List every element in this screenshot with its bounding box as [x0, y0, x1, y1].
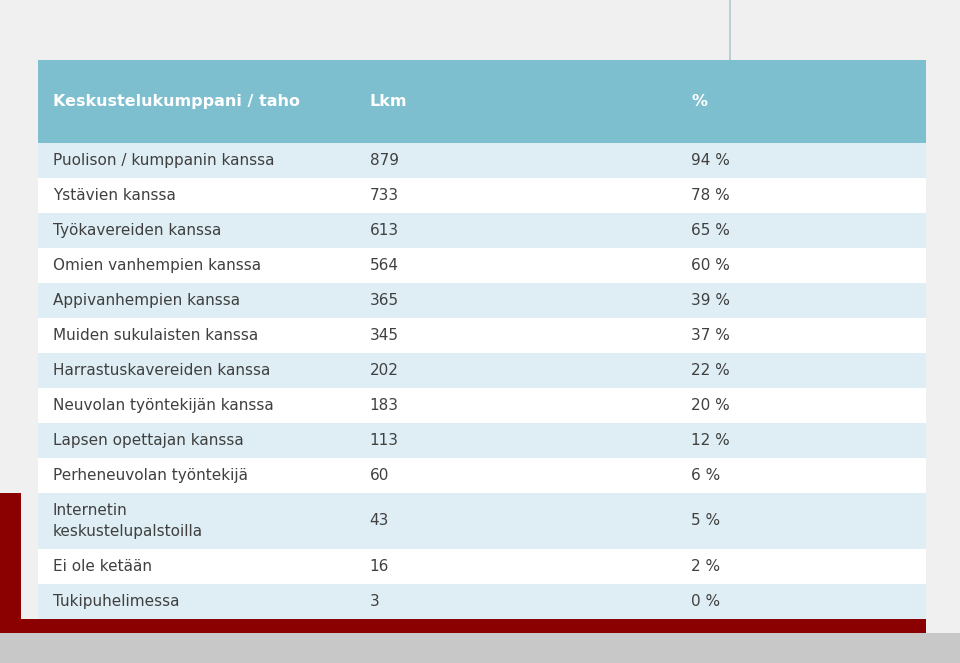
Text: 65 %: 65 %: [691, 223, 730, 237]
FancyBboxPatch shape: [38, 583, 926, 619]
Text: Työkavereiden kanssa: Työkavereiden kanssa: [53, 223, 221, 237]
Text: Appivanhempien kanssa: Appivanhempien kanssa: [53, 292, 240, 308]
Text: Harrastuskavereiden kanssa: Harrastuskavereiden kanssa: [53, 363, 270, 377]
Text: 879: 879: [370, 152, 398, 168]
Text: 0 %: 0 %: [691, 593, 720, 609]
FancyBboxPatch shape: [38, 493, 926, 548]
Text: 3: 3: [370, 593, 379, 609]
Text: Keskustelukumppani / taho: Keskustelukumppani / taho: [53, 93, 300, 109]
Text: Ei ole ketään: Ei ole ketään: [53, 558, 152, 573]
Text: 345: 345: [370, 328, 398, 343]
Text: 43: 43: [370, 513, 389, 528]
Text: 37 %: 37 %: [691, 328, 730, 343]
Text: Puolison / kumppanin kanssa: Puolison / kumppanin kanssa: [53, 152, 275, 168]
Text: 78 %: 78 %: [691, 188, 730, 203]
Text: 202: 202: [370, 363, 398, 377]
Text: 365: 365: [370, 292, 398, 308]
Text: 94 %: 94 %: [691, 152, 730, 168]
Text: 564: 564: [370, 257, 398, 272]
FancyBboxPatch shape: [0, 619, 926, 633]
Text: 5 %: 5 %: [691, 513, 720, 528]
Text: Neuvolan työntekijän kanssa: Neuvolan työntekijän kanssa: [53, 398, 274, 412]
Text: 39 %: 39 %: [691, 292, 731, 308]
FancyBboxPatch shape: [38, 143, 926, 178]
Text: 60: 60: [370, 467, 389, 483]
FancyBboxPatch shape: [38, 388, 926, 422]
FancyBboxPatch shape: [38, 178, 926, 213]
Text: 2 %: 2 %: [691, 558, 720, 573]
Text: 6 %: 6 %: [691, 467, 720, 483]
FancyBboxPatch shape: [38, 60, 926, 650]
Text: Lapsen opettajan kanssa: Lapsen opettajan kanssa: [53, 432, 244, 448]
FancyBboxPatch shape: [38, 247, 926, 282]
Text: 20 %: 20 %: [691, 398, 730, 412]
Text: Perheneuvolan työntekijä: Perheneuvolan työntekijä: [53, 467, 248, 483]
Text: 12 %: 12 %: [691, 432, 730, 448]
FancyBboxPatch shape: [38, 457, 926, 493]
Text: 183: 183: [370, 398, 398, 412]
FancyBboxPatch shape: [38, 60, 926, 143]
FancyBboxPatch shape: [0, 633, 960, 663]
FancyBboxPatch shape: [0, 493, 21, 619]
FancyBboxPatch shape: [38, 422, 926, 457]
FancyBboxPatch shape: [38, 213, 926, 247]
FancyBboxPatch shape: [38, 548, 926, 583]
Text: Muiden sukulaisten kanssa: Muiden sukulaisten kanssa: [53, 328, 258, 343]
Text: Tukipuhelimessa: Tukipuhelimessa: [53, 593, 180, 609]
Text: Omien vanhempien kanssa: Omien vanhempien kanssa: [53, 257, 261, 272]
Text: Lkm: Lkm: [370, 93, 407, 109]
Text: 113: 113: [370, 432, 398, 448]
Text: Ystävien kanssa: Ystävien kanssa: [53, 188, 176, 203]
Text: 16: 16: [370, 558, 389, 573]
FancyBboxPatch shape: [38, 282, 926, 318]
Text: 613: 613: [370, 223, 398, 237]
Text: 733: 733: [370, 188, 398, 203]
FancyBboxPatch shape: [38, 318, 926, 353]
Text: Internetin
keskustelupalstoilla: Internetin keskustelupalstoilla: [53, 503, 203, 538]
Text: %: %: [691, 93, 708, 109]
Text: 60 %: 60 %: [691, 257, 730, 272]
Text: 22 %: 22 %: [691, 363, 730, 377]
FancyBboxPatch shape: [38, 353, 926, 388]
